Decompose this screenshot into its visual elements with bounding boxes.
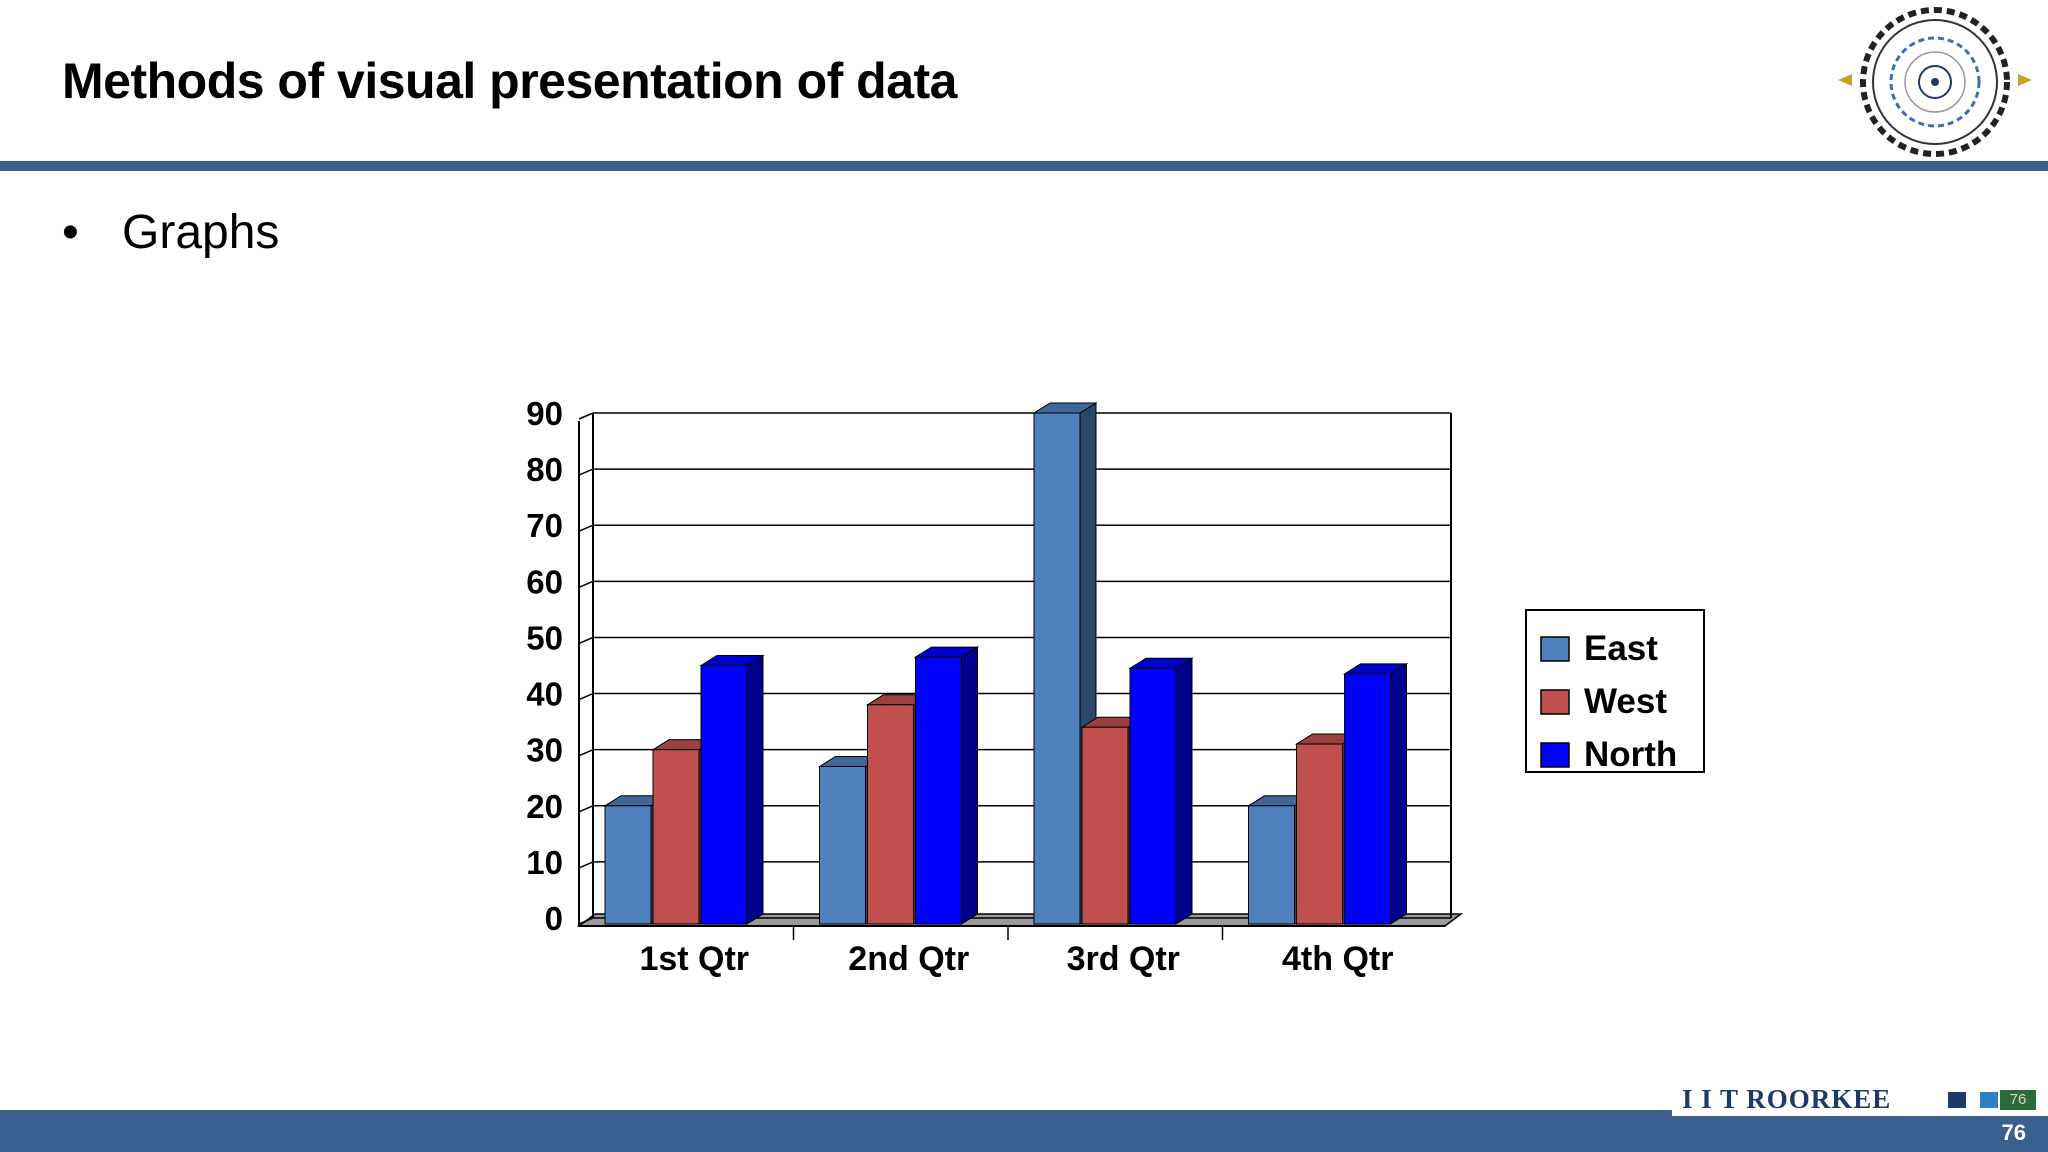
bar [700,665,748,925]
header-rule [0,161,2048,171]
bar [1081,726,1129,925]
bar-side [746,654,764,925]
footer-small-number: 76 [2000,1090,2036,1110]
footer-brand: I I T ROORKEE [1682,1084,1892,1114]
bullet-marker: • [62,206,79,259]
legend-label: East [1584,629,1658,668]
y-tick-label: 80 [526,451,563,488]
bar [1296,743,1343,925]
bar [604,805,652,925]
bar-side [1175,657,1193,925]
x-tick-label: 3rd Qtr [1067,940,1180,978]
y-tick-mark [578,748,594,757]
legend-swatch [1540,742,1570,768]
bar [1033,412,1081,925]
bar-side [961,646,978,925]
y-tick-label: 90 [526,395,563,432]
bullet-text: Graphs [122,206,280,259]
page-number: 76 [2001,1120,2026,1145]
legend-swatch [1540,689,1570,715]
footer-square-light [1980,1092,1998,1108]
bullet-item: • Graphs [62,205,279,260]
y-tick-mark [578,412,594,420]
y-tick-mark [578,861,594,869]
y-tick-mark [578,524,594,532]
footer-square-dark [1948,1092,1966,1108]
y-tick-label: 10 [526,844,563,881]
x-tick-label: 1st Qtr [639,940,749,978]
y-tick-label: 30 [526,732,563,769]
y-tick-label: 40 [526,676,563,713]
bar [915,656,962,925]
x-tick-label: 2nd Qtr [848,940,969,978]
legend-label: North [1584,735,1677,774]
slide-title: Methods of visual presentation of data [62,53,958,109]
y-tick-mark [578,805,594,813]
y-tick-label: 20 [526,788,563,825]
y-tick-label: 0 [545,900,563,937]
legend-label: West [1584,682,1667,721]
y-tick-mark [578,692,594,701]
y-tick-mark [578,636,594,645]
bar [867,704,914,925]
bar [1344,673,1391,925]
bar [819,766,866,925]
x-tick-label: 4th Qtr [1282,940,1393,978]
institute-logo [1838,7,2032,157]
bar [652,749,700,925]
y-tick-mark [578,468,594,476]
legend-swatch [1540,636,1570,662]
bar [1248,805,1295,925]
y-tick-label: 60 [526,563,563,600]
bar [1129,667,1177,925]
y-tick-label: 50 [526,619,563,656]
bar-side [1390,663,1407,925]
y-tick-mark [578,917,594,925]
y-tick-label: 70 [526,507,563,544]
y-tick-mark [578,580,594,589]
footer-bar [0,1110,2048,1152]
